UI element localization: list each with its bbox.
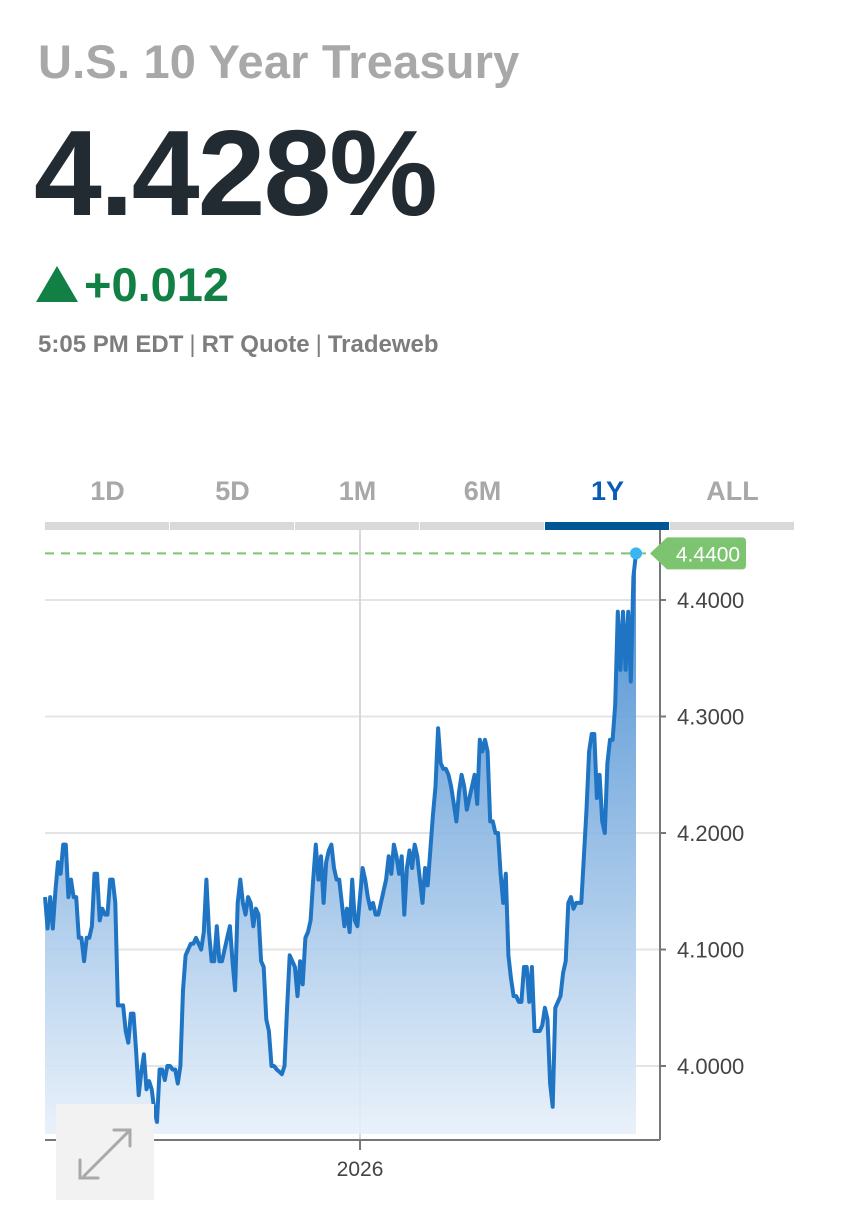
tab-label: 1Y [590,476,625,506]
tab-6m[interactable]: 6M [420,468,545,530]
last-value-dot [630,547,642,560]
up-triangle-icon [36,266,78,302]
price-change-value: +0.012 [84,257,230,311]
tab-1y[interactable]: 1Y [545,468,670,530]
tab-5d[interactable]: 5D [170,468,295,530]
y-tick-label: 4.1000 [677,938,744,963]
last-value-badge [650,537,746,570]
y-tick-label: 4.3000 [677,705,744,730]
series-line [43,553,638,1124]
y-tick-label: 4.4000 [677,588,744,613]
tab-label: 1D [90,476,125,506]
last-value-label: 4.4400 [676,543,740,566]
yield-chart[interactable]: 4.0000 4.1000 4.2000 4.3000 4.4000 2026 4.4400 [0,530,841,1200]
expand-chart-button[interactable] [56,1104,154,1200]
quote-meta: 5:05 PM EDT | RT Quote | Tradeweb [38,331,439,358]
area-fill [45,553,636,1134]
tab-1m[interactable]: 1M [295,468,420,530]
time-range-tabs: 1D 5D 1M 6M 1Y ALL [45,468,796,530]
y-tick-label: 4.0000 [677,1054,744,1079]
yield-price: 4.428% [34,105,438,241]
tab-all[interactable]: ALL [670,468,795,530]
x-tick-label: 2026 [337,1158,384,1181]
tab-1d[interactable]: 1D [45,468,170,530]
quote-type: RT Quote [201,331,310,358]
tab-label: 5D [215,476,250,506]
quote-provider: Tradeweb [327,331,439,358]
tab-label: ALL [706,476,759,506]
y-tick-label: 4.2000 [677,821,744,846]
tab-label: 6M [463,476,502,506]
tab-label: 1M [338,476,377,506]
expand-icon [78,1128,132,1180]
quote-time: 5:05 PM EDT [38,331,184,358]
price-change: +0.012 [36,257,230,311]
page-title: U.S. 10 Year Treasury [38,35,520,88]
